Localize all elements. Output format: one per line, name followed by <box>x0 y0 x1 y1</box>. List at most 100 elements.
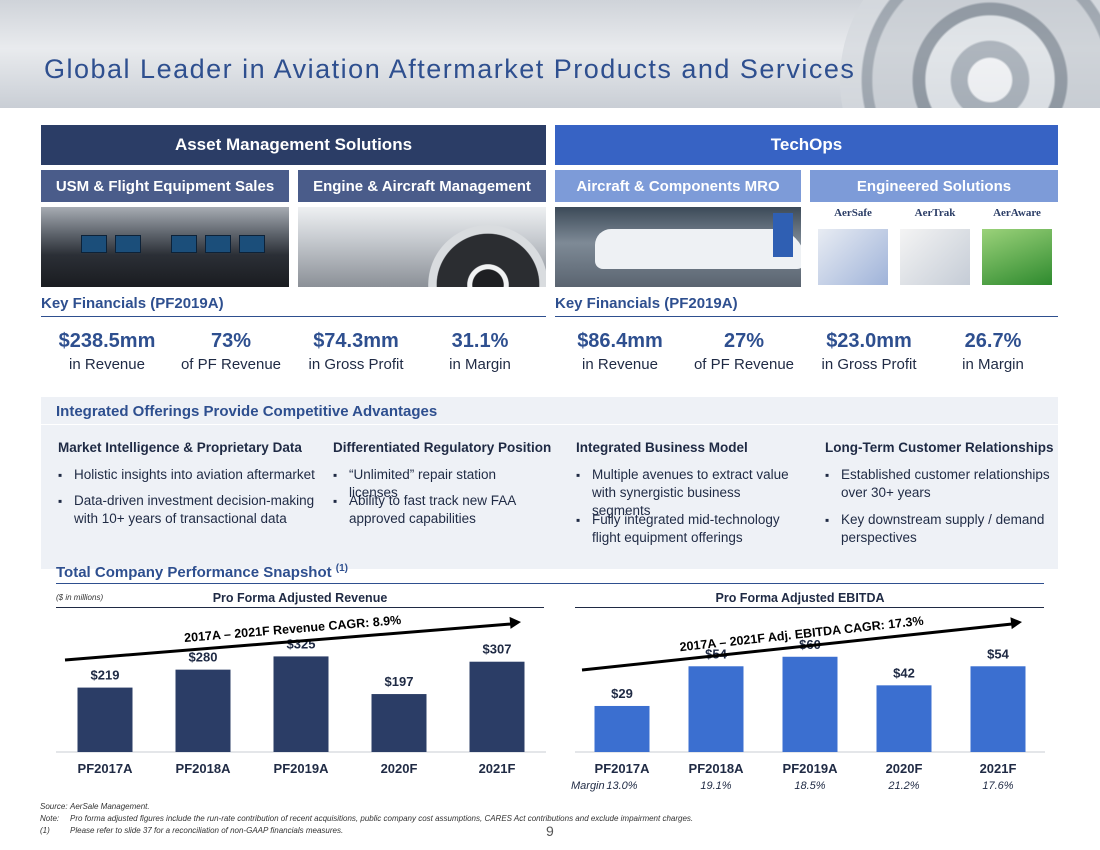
footnote-key: Source: <box>40 802 68 811</box>
key-financials-right-label: Key Financials (PF2019A) <box>555 295 738 312</box>
subsegment-engine-aircraft: Engine & Aircraft Management <box>298 170 546 202</box>
category-label: PF2018A <box>689 761 745 776</box>
hangar-photo <box>555 207 801 287</box>
segment-techops: TechOps <box>555 125 1058 165</box>
footnote-key: Note: <box>40 814 60 823</box>
bar-value-label: $197 <box>385 674 414 689</box>
metric-caption: of PF Revenue <box>693 356 795 373</box>
bar <box>273 656 329 752</box>
units-note: ($ in millions) <box>56 593 104 602</box>
category-label: PF2017A <box>78 761 134 776</box>
bullet-item: Data-driven investment decision-making w… <box>58 492 318 528</box>
bullet-item: Holistic insights into aviation aftermar… <box>58 466 318 484</box>
divider <box>56 583 1044 584</box>
metric-caption: in Revenue <box>582 356 658 373</box>
aertrak-product: AerTrak <box>896 207 974 287</box>
bullet-item: Established customer relationships over … <box>825 466 1050 502</box>
metric-value: 73% <box>210 330 252 352</box>
segment-asset-management: Asset Management Solutions <box>41 125 546 165</box>
aersafe-product: AerSafe <box>814 207 892 287</box>
ebitda-chart-title: Pro Forma Adjusted EBITDA <box>715 591 885 605</box>
column-heading: Integrated Business Model <box>576 440 748 455</box>
metric-caption: in Margin <box>962 356 1024 373</box>
subsegment-mro: Aircraft & Components MRO <box>555 170 801 202</box>
metric-value: 31.1% <box>451 330 509 352</box>
bar-value-label: $307 <box>483 642 512 657</box>
cagr-arrow-head <box>1010 617 1022 630</box>
footnote-1: (1) Please refer to slide 37 for a reconc… <box>40 826 343 835</box>
divider <box>56 607 544 608</box>
integrated-offerings-title: Integrated Offerings Provide Competitive… <box>56 403 438 420</box>
cagr-arrow-line <box>64 622 512 662</box>
footnote-text: Pro forma adjusted figures include the r… <box>70 814 694 823</box>
divider <box>41 316 546 317</box>
footnote-text: AerSale Management. <box>70 802 150 811</box>
column-heading: Market Intelligence & Proprietary Data <box>58 440 302 455</box>
category-label: 2021F <box>980 761 1017 776</box>
revenue-chart: $219PF2017A$280PF2018A$325PF2019A$197202… <box>56 613 546 776</box>
bar <box>970 666 1026 752</box>
page-number: 9 <box>546 823 554 839</box>
column-heading: Differentiated Regulatory Position <box>333 440 552 455</box>
margin-value: 17.6% <box>982 780 1014 792</box>
category-label: PF2017A <box>595 761 651 776</box>
category-label: PF2019A <box>274 761 330 776</box>
category-label: 2020F <box>886 761 923 776</box>
bullet-item: Key downstream supply / demand perspecti… <box>825 511 1050 547</box>
bar-value-label: $219 <box>91 668 120 683</box>
revenue-chart-title: Pro Forma Adjusted Revenue <box>212 591 388 605</box>
bar <box>371 694 427 752</box>
category-label: 2020F <box>381 761 418 776</box>
column-heading: Long-Term Customer Relationships <box>825 440 1054 455</box>
header-banner: Global Leader in Aviation Aftermarket Pr… <box>0 0 1100 108</box>
bar-value-label: $29 <box>611 686 633 701</box>
bar <box>77 687 133 752</box>
footnote-source: Source: AerSale Management. <box>40 802 150 811</box>
footnote-key: (1) <box>40 826 50 835</box>
footnote-text: Please refer to slide 37 for a reconcili… <box>70 826 344 835</box>
bullet-item: Fully integrated mid-technology flight e… <box>576 511 801 547</box>
margin-label: Margin <box>571 780 605 792</box>
bar <box>469 661 525 752</box>
turbine-image <box>840 0 1100 108</box>
margin-value: 19.1% <box>700 780 732 792</box>
metric-value: $23.0mm <box>826 330 912 352</box>
performance-title-footnote: (1) <box>335 563 349 574</box>
engineered-products-image: AerSafe AerTrak AerAware <box>810 207 1058 287</box>
metric-caption: in Gross Profit <box>308 356 404 373</box>
page-title: Global Leader in Aviation Aftermarket Pr… <box>44 54 856 84</box>
metric-caption: in Gross Profit <box>821 356 917 373</box>
cockpit-photo <box>41 207 289 287</box>
key-financials-left-label: Key Financials (PF2019A) <box>41 295 224 312</box>
divider <box>41 424 1058 425</box>
subsegment-usm: USM & Flight Equipment Sales <box>41 170 289 202</box>
cagr-arrow-line <box>581 622 1013 672</box>
footnote-note: Note: Pro forma adjusted figures include … <box>40 814 693 823</box>
metric-value: $86.4mm <box>577 330 663 352</box>
bar-value-label: $280 <box>189 650 218 665</box>
metric-value: 26.7% <box>964 330 1022 352</box>
bar <box>688 666 744 752</box>
cagr-arrow-head <box>509 616 521 629</box>
bar <box>594 705 650 752</box>
metric-value: $74.3mm <box>313 330 399 352</box>
category-label: PF2019A <box>783 761 839 776</box>
performance-title-text: Total Company Performance Snapshot <box>56 564 332 581</box>
bar <box>782 656 838 752</box>
metric-value: $238.5mm <box>58 330 156 352</box>
metric-caption: in Revenue <box>69 356 145 373</box>
ebitda-chart: $29PF2017A$54PF2018A$60PF2019A$422020F$5… <box>575 614 1045 776</box>
aeraware-product: AerAware <box>978 207 1056 287</box>
bar-value-label: $54 <box>987 646 1009 661</box>
margin-value: 21.2% <box>888 780 920 792</box>
metric-caption: in Margin <box>449 356 511 373</box>
bar-value-label: $42 <box>893 665 915 680</box>
engine-photo <box>298 207 546 287</box>
category-label: 2021F <box>479 761 516 776</box>
performance-title: Total Company Performance Snapshot (1) <box>56 563 348 581</box>
divider <box>575 607 1044 608</box>
margin-value: 13.0% <box>606 780 638 792</box>
divider <box>555 316 1058 317</box>
metric-caption: of PF Revenue <box>180 356 282 373</box>
margin-value: 18.5% <box>794 780 826 792</box>
